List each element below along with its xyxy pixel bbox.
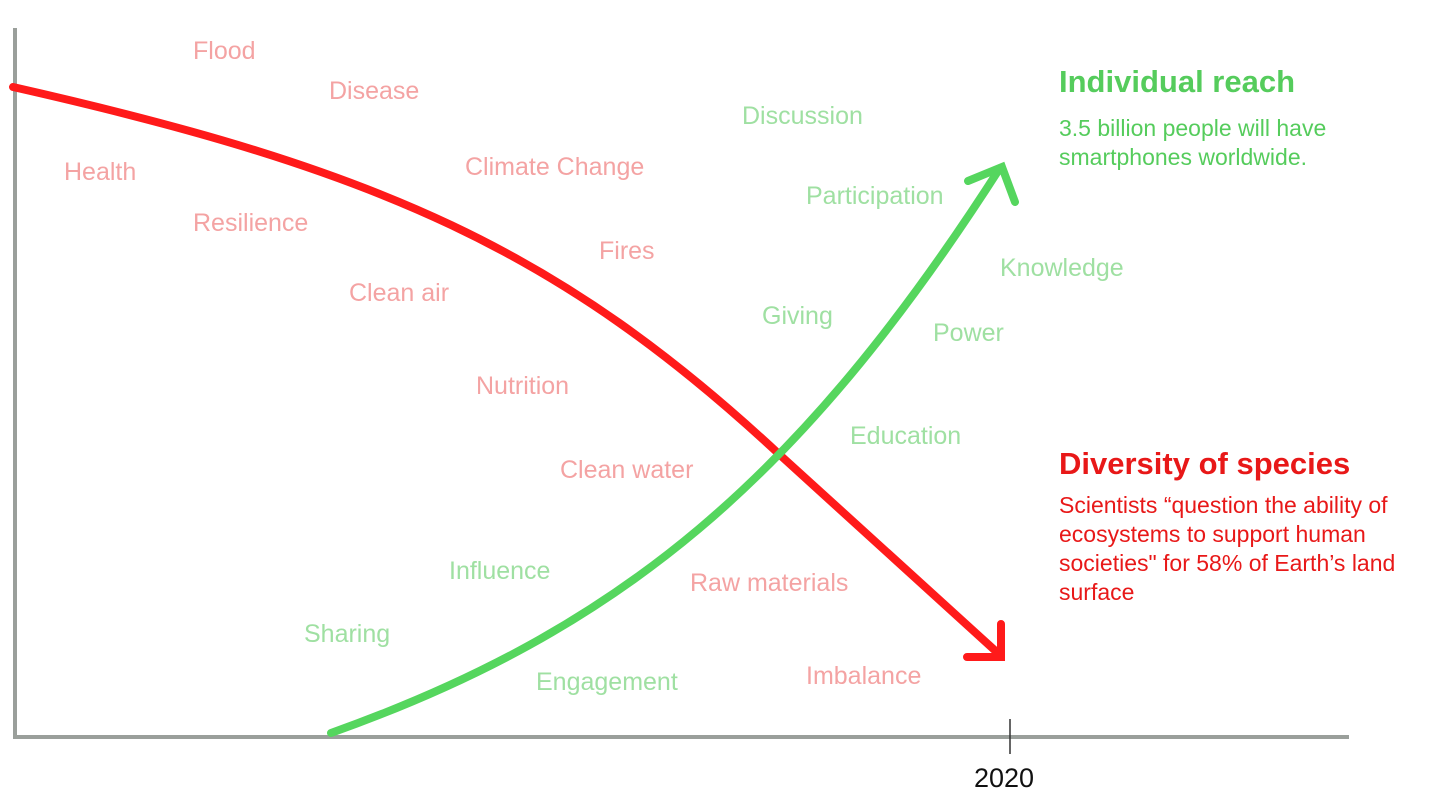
word-engagement: Engagement — [536, 668, 678, 696]
word-sharing: Sharing — [304, 620, 391, 648]
word-climate-change: Climate Change — [465, 153, 645, 181]
year-label: 2020 — [974, 763, 1035, 793]
word-influence: Influence — [449, 557, 551, 585]
word-fires: Fires — [599, 237, 655, 265]
growth-curve — [327, 164, 1004, 737]
word-flood: Flood — [193, 37, 256, 65]
word-clean-water: Clean water — [560, 456, 694, 484]
word-knowledge: Knowledge — [1000, 254, 1124, 282]
word-giving: Giving — [762, 302, 833, 330]
word-clean-air: Clean air — [349, 279, 450, 307]
word-imbalance: Imbalance — [806, 662, 922, 690]
word-raw-materials: Raw materials — [690, 569, 849, 597]
decline-curve — [9, 83, 1004, 659]
word-education: Education — [850, 422, 962, 450]
word-discussion: Discussion — [742, 102, 863, 130]
decline-annotation-text: Scientists “question the ability of ecos… — [1059, 492, 1396, 605]
growth-annotation-text: 3.5 billion people will have smartphones… — [1059, 115, 1327, 170]
word-nutrition: Nutrition — [476, 372, 570, 400]
decline-arrowhead — [963, 620, 1005, 661]
word-health: Health — [64, 158, 137, 186]
word-resilience: Resilience — [193, 209, 309, 237]
growth-arrowhead — [964, 161, 1019, 206]
word-power: Power — [933, 319, 1004, 347]
word-participation: Participation — [806, 182, 944, 210]
decline-annotation-title: Diversity of species — [1059, 446, 1351, 481]
growth-annotation-title: Individual reach — [1059, 64, 1296, 99]
word-disease: Disease — [329, 77, 420, 105]
